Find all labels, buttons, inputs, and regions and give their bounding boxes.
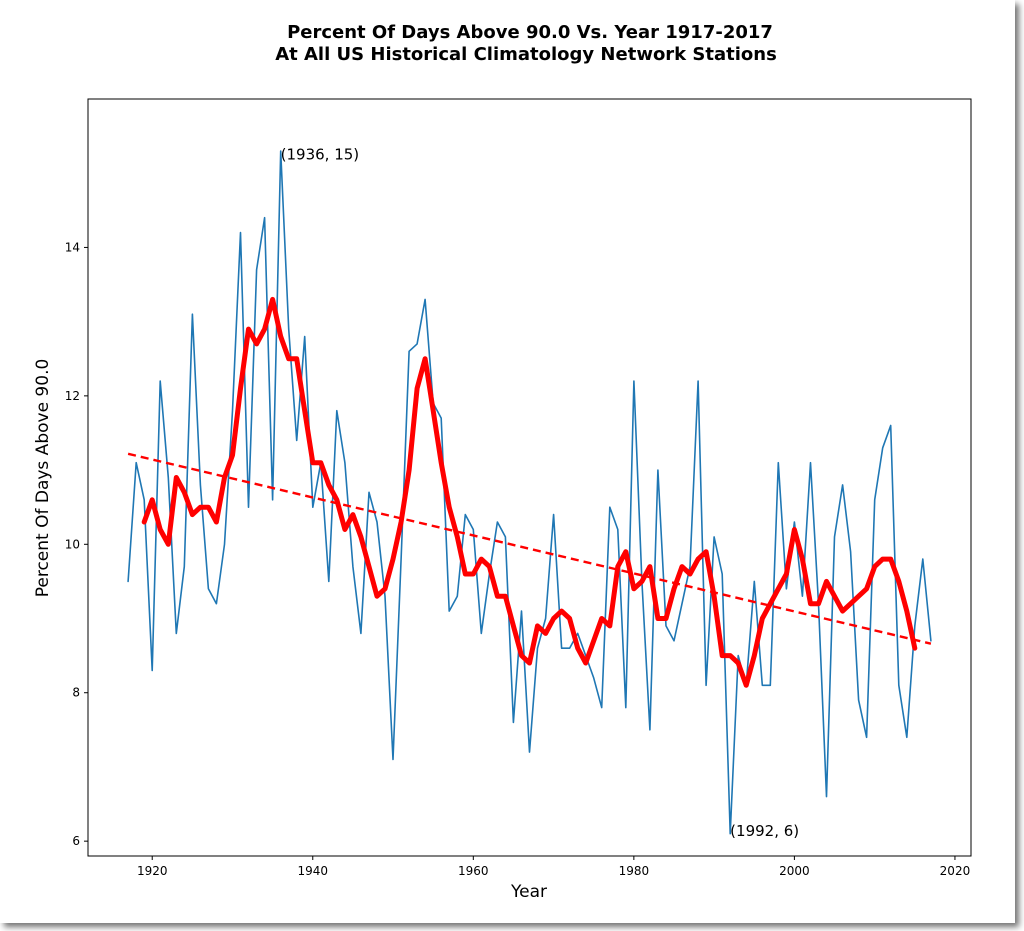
x-tick-label: 1960 (458, 864, 489, 878)
x-axis-label: Year (510, 882, 547, 902)
chart-title: Percent Of Days Above 90.0 Vs. Year 1917… (287, 22, 773, 43)
x-tick-label: 2020 (940, 864, 971, 878)
y-tick-label: 8 (72, 686, 80, 700)
y-tick-label: 12 (65, 389, 80, 403)
x-tick-label: 1920 (137, 864, 168, 878)
x-tick-label: 1980 (619, 864, 650, 878)
annual-series-line (127, 150, 932, 835)
y-tick-label: 10 (65, 537, 80, 551)
y-axis-label: Percent Of Days Above 90.0 (33, 359, 53, 598)
point-annotation: (1936, 15) (281, 146, 360, 164)
plot-area (87, 98, 972, 857)
y-tick-label: 14 (65, 240, 80, 254)
y-tick-label: 6 (72, 834, 80, 848)
running-mean-line (141, 296, 918, 688)
chart-subtitle: At All US Historical Climatology Network… (275, 44, 777, 65)
x-tick-label: 2000 (779, 864, 810, 878)
point-annotation: (1992, 6) (730, 822, 799, 840)
trend-line (127, 452, 932, 645)
x-tick-label: 1940 (297, 864, 328, 878)
